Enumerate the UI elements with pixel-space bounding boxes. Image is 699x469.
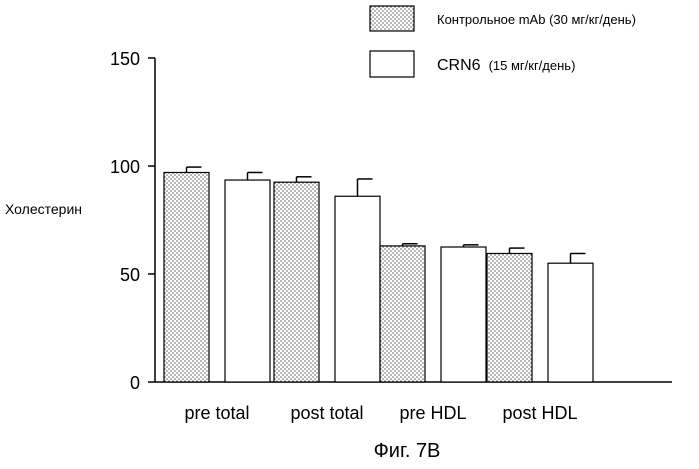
bars bbox=[164, 172, 593, 382]
y-tick-label: 100 bbox=[110, 157, 140, 177]
category-labels: pre total post total pre HDL post HDL bbox=[184, 403, 577, 423]
category-label: pre HDL bbox=[399, 403, 466, 423]
legend-label-control: Контрольное mAb (30 мг/кг/день) bbox=[437, 12, 636, 27]
bar-control bbox=[274, 182, 319, 382]
bar-crn6 bbox=[335, 196, 380, 382]
bar-control bbox=[380, 246, 425, 382]
bar-control bbox=[164, 172, 209, 382]
y-tick-label: 50 bbox=[120, 265, 140, 285]
bar-crn6 bbox=[225, 180, 270, 382]
y-tick-label: 150 bbox=[110, 49, 140, 69]
figure-caption: Фиг. 7В bbox=[374, 440, 441, 462]
legend-swatch-crn6 bbox=[370, 51, 414, 77]
legend: Контрольное mAb (30 мг/кг/день) CRN6(15 … bbox=[370, 6, 636, 77]
category-label: post total bbox=[290, 403, 363, 423]
category-label: post HDL bbox=[502, 403, 577, 423]
bar-crn6 bbox=[441, 247, 486, 382]
y-tick-labels: 0 50 100 150 bbox=[110, 49, 140, 393]
y-tick-label: 0 bbox=[130, 373, 140, 393]
bar-crn6 bbox=[548, 263, 593, 382]
y-axis-label: Холестерин bbox=[5, 201, 82, 217]
category-label: pre total bbox=[184, 403, 249, 423]
bar-control bbox=[487, 253, 532, 382]
legend-swatch-control bbox=[370, 6, 414, 31]
legend-label-crn6: CRN6(15 мг/кг/день) bbox=[437, 57, 575, 74]
